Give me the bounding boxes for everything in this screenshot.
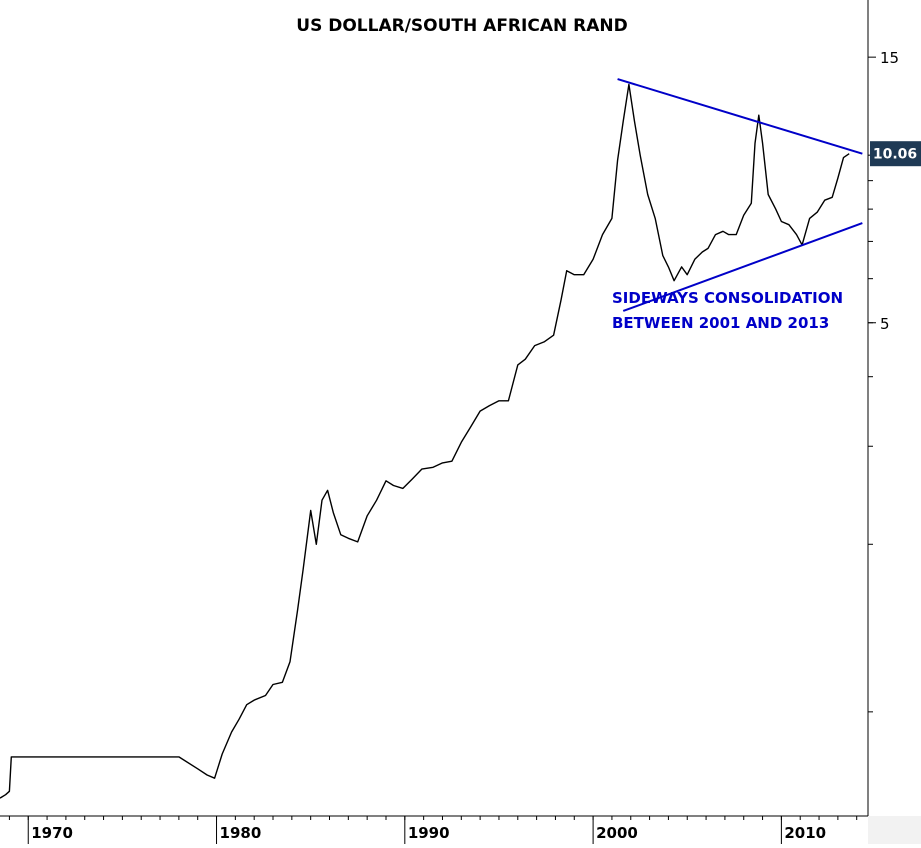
- annotation: SIDEWAYS CONSOLIDATION BETWEEN 2001 AND …: [612, 289, 843, 332]
- x-tick-label: 2010: [784, 824, 826, 842]
- annotation-line-2: BETWEEN 2001 AND 2013: [612, 314, 829, 332]
- chart-title: US DOLLAR/SOUTH AFRICAN RAND: [296, 16, 627, 36]
- last-value-badge: [870, 141, 921, 167]
- series-layer: [0, 83, 850, 799]
- trendlines: [617, 78, 863, 312]
- y-tick-label: 5: [880, 315, 890, 333]
- y-tick-label: 15: [880, 49, 899, 67]
- trendline: [622, 222, 863, 312]
- x-tick-label: 1970: [31, 824, 73, 842]
- last-value-text: 10.06: [873, 147, 917, 163]
- x-tick-label: 1990: [408, 824, 450, 842]
- x-axis-ticks: 1970 1980 1990 2000 2010: [27, 816, 826, 844]
- y-axis-ticks: 15 5: [868, 49, 899, 333]
- x-tick-label: 2000: [596, 824, 638, 842]
- annotation-line-1: SIDEWAYS CONSOLIDATION: [612, 289, 843, 307]
- trendline: [617, 78, 863, 155]
- last-value-label: 10.06: [870, 141, 921, 167]
- price-line: [0, 83, 850, 799]
- x-tick-label: 1980: [220, 824, 262, 842]
- axis-corner: [868, 816, 921, 844]
